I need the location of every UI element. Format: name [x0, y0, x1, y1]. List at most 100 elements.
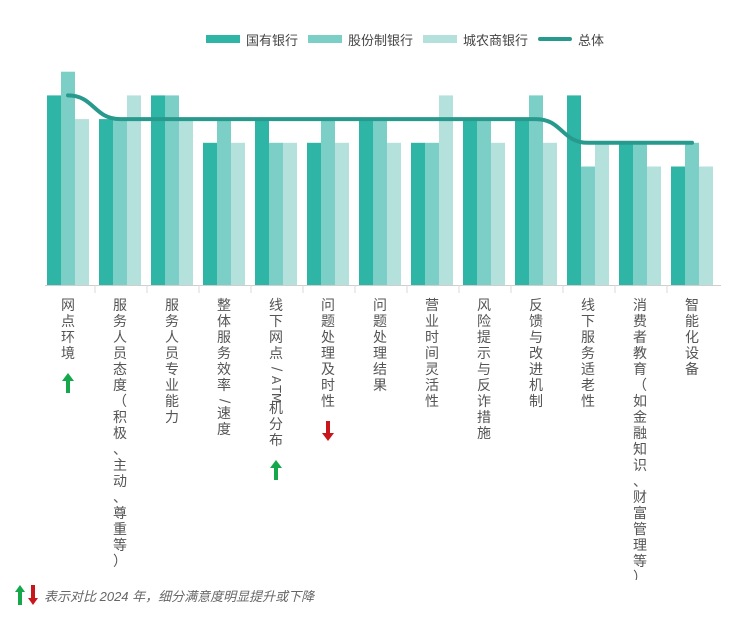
bar-1-4 [269, 142, 283, 285]
svg-text:人: 人 [113, 330, 127, 346]
svg-text:、: 、 [113, 490, 127, 506]
bar-0-6 [359, 119, 373, 285]
svg-text:处: 处 [321, 330, 335, 346]
svg-text:理: 理 [373, 346, 387, 362]
svg-text:与: 与 [477, 362, 491, 378]
bar-2-1 [127, 95, 141, 286]
svg-text:制: 制 [529, 394, 543, 410]
legend-label-joint-stock-banks: 股份制银行 [348, 32, 414, 48]
overall-line [66, 93, 694, 145]
svg-text:/: / [269, 367, 284, 372]
up-down-arrows-icon [14, 584, 40, 606]
svg-text:与: 与 [529, 330, 543, 346]
svg-text:布: 布 [269, 433, 283, 449]
svg-text:能: 能 [165, 394, 179, 410]
svg-text:重: 重 [113, 522, 127, 538]
svg-text:反: 反 [477, 378, 491, 394]
svg-text:网: 网 [269, 330, 283, 346]
svg-text:业: 业 [425, 314, 439, 330]
svg-text:性: 性 [581, 394, 595, 410]
svg-text:主: 主 [113, 458, 127, 474]
bar-0-7 [411, 142, 425, 285]
svg-text:尊: 尊 [113, 505, 127, 522]
footnote-text: 表示对比 2024 年，细分满意度明显提升或下降 [44, 588, 315, 604]
svg-text:融: 融 [633, 426, 647, 442]
svg-text:度: 度 [113, 378, 127, 394]
svg-text:施: 施 [477, 426, 491, 442]
svg-text:化: 化 [685, 330, 699, 346]
bar-0-3 [203, 142, 217, 285]
svg-text:险: 险 [477, 314, 491, 330]
bar-0-12 [671, 166, 685, 285]
bar-1-0 [61, 71, 75, 285]
legend-label-state-banks: 国有银行 [246, 32, 299, 48]
bar-0-0 [47, 95, 61, 286]
svg-text:风: 风 [477, 298, 491, 314]
svg-text:整: 整 [217, 298, 231, 314]
chart-legend: 国有银行 股份制银行 城农商银行 总体 [206, 27, 604, 51]
svg-text:结: 结 [373, 362, 387, 378]
bar-2-10 [595, 142, 609, 285]
svg-text:、: 、 [113, 442, 127, 458]
svg-text:灵: 灵 [425, 362, 439, 378]
svg-text:识: 识 [633, 458, 647, 474]
bar-2-11 [647, 166, 661, 285]
bar-chart: 网点环境服务人员态度（积极、主动、尊重等）服务人员专业能力整体服务效率/速度线下… [45, 71, 721, 580]
svg-text:务: 务 [217, 346, 231, 362]
svg-text:极: 极 [113, 426, 127, 442]
svg-text:积: 积 [113, 410, 127, 426]
bar-1-6 [373, 119, 387, 285]
svg-text:动: 动 [113, 474, 127, 490]
bar-2-2 [179, 119, 193, 285]
arrow-down-icon [322, 421, 334, 441]
svg-text:效: 效 [217, 362, 231, 378]
svg-text:点: 点 [61, 314, 75, 330]
svg-text:态: 态 [113, 362, 127, 378]
svg-text:专: 专 [165, 362, 179, 378]
svg-text:线: 线 [269, 298, 283, 314]
svg-text:营: 营 [425, 298, 439, 314]
svg-text:理: 理 [321, 346, 335, 362]
svg-text:速: 速 [217, 406, 231, 422]
bar-1-3 [217, 119, 231, 285]
svg-text:员: 员 [165, 346, 179, 362]
svg-text:者: 者 [633, 330, 647, 346]
legend-swatch-overall [538, 37, 573, 41]
svg-text:服: 服 [217, 330, 231, 346]
bar-2-5 [335, 142, 349, 285]
svg-text:时: 时 [425, 330, 439, 346]
svg-text:示: 示 [477, 346, 491, 362]
svg-text:（: （ [633, 378, 647, 394]
arrow-up-icon [270, 460, 282, 480]
bar-2-9 [543, 142, 557, 285]
svg-text:管: 管 [633, 522, 647, 538]
svg-text:/: / [217, 399, 232, 404]
svg-text:果: 果 [373, 378, 387, 394]
legend-item-joint-stock-banks: 股份制银行 [308, 30, 413, 49]
svg-text:诈: 诈 [477, 394, 491, 410]
svg-text:境: 境 [61, 346, 75, 362]
svg-text:措: 措 [477, 410, 491, 426]
legend-label-overall: 总体 [578, 32, 605, 48]
legend-item-state-banks: 国有银行 [206, 30, 298, 49]
svg-text:金: 金 [633, 410, 647, 426]
bar-1-7 [425, 142, 439, 285]
svg-text:处: 处 [373, 330, 387, 346]
legend-swatch-joint-stock-banks [308, 35, 343, 43]
bar-0-10 [567, 95, 581, 286]
svg-text:老: 老 [581, 378, 595, 394]
svg-text:等: 等 [113, 537, 127, 554]
svg-text:人: 人 [165, 330, 179, 346]
svg-text:务: 务 [165, 314, 179, 330]
svg-text:教: 教 [633, 346, 647, 362]
svg-text:员: 员 [113, 346, 127, 362]
